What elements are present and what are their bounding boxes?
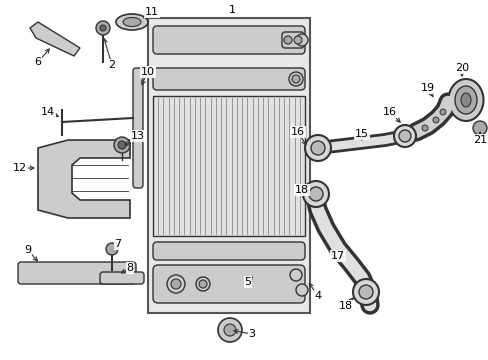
Circle shape [432,117,438,123]
FancyBboxPatch shape [153,26,305,54]
Text: 18: 18 [294,185,308,195]
FancyBboxPatch shape [133,68,142,188]
Circle shape [224,324,236,336]
Circle shape [303,181,328,207]
Text: 14: 14 [41,107,55,117]
Bar [148,18,309,313]
Circle shape [288,72,303,86]
Circle shape [100,25,106,31]
Polygon shape [38,140,130,218]
Text: 20: 20 [454,63,468,73]
Ellipse shape [454,86,476,114]
Circle shape [295,284,307,296]
Text: 12: 12 [13,163,27,173]
FancyBboxPatch shape [282,32,304,48]
Polygon shape [30,22,80,56]
Circle shape [310,141,325,155]
Bar [153,96,305,236]
Text: 5: 5 [244,277,251,287]
Text: 19: 19 [420,83,434,93]
Circle shape [114,137,130,153]
Circle shape [218,318,242,342]
Text: 10: 10 [141,67,155,77]
Circle shape [284,36,291,44]
Text: 16: 16 [382,107,396,117]
Text: 18: 18 [338,301,352,311]
Circle shape [106,243,118,255]
Circle shape [398,130,410,142]
Circle shape [421,125,427,131]
Circle shape [393,125,415,147]
Circle shape [439,109,445,115]
Circle shape [167,275,184,293]
Ellipse shape [123,18,141,27]
Circle shape [352,279,378,305]
Circle shape [289,269,302,281]
FancyBboxPatch shape [153,68,305,90]
Circle shape [472,121,486,135]
Text: 9: 9 [24,245,32,255]
Circle shape [171,279,181,289]
Text: 8: 8 [126,263,133,273]
Ellipse shape [460,93,470,107]
Text: 1: 1 [228,5,235,15]
Circle shape [358,285,372,299]
Ellipse shape [447,79,483,121]
Circle shape [293,36,302,44]
Circle shape [291,75,299,83]
Circle shape [96,21,110,35]
FancyBboxPatch shape [153,242,305,260]
Text: 16: 16 [290,127,305,137]
Text: 6: 6 [35,57,41,67]
Circle shape [196,277,209,291]
Text: 17: 17 [330,251,345,261]
Text: 3: 3 [248,329,255,339]
Text: 21: 21 [472,135,486,145]
Circle shape [118,141,126,149]
Circle shape [305,135,330,161]
Text: 4: 4 [314,291,321,301]
FancyBboxPatch shape [153,265,305,303]
Text: 7: 7 [114,239,122,249]
Text: 13: 13 [131,131,145,141]
Circle shape [199,280,206,288]
Circle shape [295,34,307,46]
Circle shape [308,187,323,201]
Text: 15: 15 [354,129,368,139]
FancyBboxPatch shape [18,262,136,284]
Text: 11: 11 [145,7,159,17]
Text: 2: 2 [108,60,115,70]
FancyBboxPatch shape [100,272,143,284]
Ellipse shape [116,14,148,30]
